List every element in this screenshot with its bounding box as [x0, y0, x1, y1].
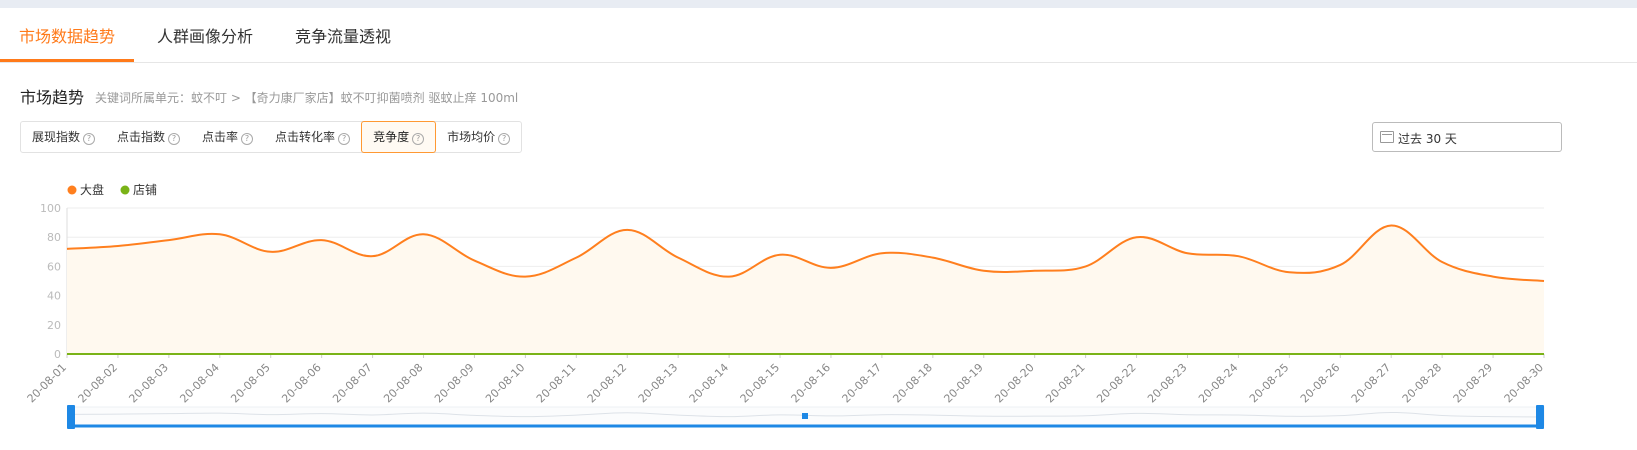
y-tick-label: 60	[47, 260, 61, 273]
legend-label-2: 店铺	[133, 183, 157, 197]
x-tick-label: 20-08-17	[840, 361, 885, 406]
x-tick-label: 20-08-13	[636, 361, 681, 406]
keyword-breadcrumb: 关键词所属单元：蚊不叮 > 【奇力康厂家店】蚊不叮抑菌喷剂 驱蚊止痒 100ml	[95, 91, 519, 105]
x-tick-label: 20-08-30	[1502, 361, 1547, 406]
x-tick-label: 20-08-06	[279, 361, 324, 406]
date-range-picker[interactable]: 过去 30 天	[1372, 122, 1562, 152]
active-tab-indicator	[0, 59, 134, 62]
metric-label: 点击转化率	[275, 130, 336, 144]
section-title: 市场趋势	[20, 88, 85, 107]
y-tick-label: 100	[40, 202, 61, 215]
metric-impression-index[interactable]: 展现指数?	[21, 122, 106, 152]
top-strip	[0, 0, 1637, 8]
tab-market-trend[interactable]: 市场数据趋势	[19, 27, 116, 46]
legend-marker-2	[120, 185, 130, 195]
metric-selector: 展现指数? 点击指数? 点击率? 点击转化率? 竞争度? 市场均价?	[20, 121, 523, 153]
x-tick-label: 20-08-23	[1145, 361, 1190, 406]
x-tick-label: 20-08-03	[126, 361, 171, 406]
tab-competition-traffic[interactable]: 竞争流量透视	[295, 27, 392, 46]
x-tick-label: 20-08-24	[1196, 361, 1241, 406]
range-slider-left-handle[interactable]	[67, 405, 75, 429]
help-icon[interactable]: ?	[241, 133, 254, 145]
x-tick-label: 20-08-18	[890, 361, 935, 406]
y-tick-label: 80	[47, 231, 61, 244]
metric-label: 点击指数	[117, 130, 166, 144]
x-tick-label: 20-08-15	[738, 361, 783, 406]
metric-avg-price[interactable]: 市场均价?	[436, 122, 521, 152]
x-tick-label: 20-08-11	[534, 361, 579, 406]
metric-label: 竞争度	[373, 130, 410, 144]
metric-conversion-rate[interactable]: 点击转化率?	[264, 122, 361, 152]
x-tick-label: 20-08-21	[1043, 361, 1088, 406]
y-tick-label: 20	[47, 319, 61, 332]
x-tick-label: 20-08-08	[381, 361, 426, 406]
x-tick-label: 20-08-04	[177, 361, 222, 406]
range-slider-right-handle[interactable]	[1536, 405, 1544, 429]
series-line-1	[66, 224, 1545, 282]
x-tick-label: 20-08-07	[330, 361, 375, 406]
help-icon[interactable]: ?	[83, 133, 96, 145]
x-tick-label: 20-08-26	[1298, 361, 1343, 406]
x-tick-label: 20-08-19	[941, 361, 986, 406]
x-tick-label: 20-08-01	[25, 361, 70, 406]
metric-click-index[interactable]: 点击指数?	[106, 122, 191, 152]
y-tick-label: 40	[47, 290, 61, 303]
calendar-icon	[1380, 131, 1394, 143]
help-icon[interactable]: ?	[168, 133, 181, 145]
metric-label: 市场均价	[447, 130, 496, 144]
x-tick-label: 20-08-27	[1349, 361, 1394, 406]
help-icon[interactable]: ?	[412, 133, 425, 145]
series-area-1	[67, 225, 1544, 354]
metric-label: 点击率	[202, 130, 239, 144]
x-tick-label: 20-08-22	[1094, 361, 1139, 406]
range-slider-center-grip[interactable]	[802, 413, 808, 419]
metric-label: 展现指数	[32, 130, 81, 144]
metric-competition[interactable]: 竞争度?	[361, 121, 437, 153]
help-icon[interactable]: ?	[498, 133, 511, 145]
x-tick-label: 20-08-02	[76, 361, 121, 406]
tab-bar: 市场数据趋势 人群画像分析 竞争流量透视	[0, 8, 1637, 63]
x-tick-label: 20-08-05	[228, 361, 273, 406]
x-tick-label: 20-08-16	[789, 361, 834, 406]
metric-ctr[interactable]: 点击率?	[191, 122, 264, 152]
x-tick-label: 20-08-20	[992, 361, 1037, 406]
x-tick-label: 20-08-25	[1247, 361, 1292, 406]
tab-audience-profile[interactable]: 人群画像分析	[157, 27, 254, 46]
x-tick-label: 20-08-14	[687, 361, 732, 406]
date-range-value: 过去 30 天	[1398, 132, 1457, 146]
help-icon[interactable]: ?	[338, 133, 351, 145]
legend-marker-1	[67, 185, 77, 195]
y-tick-label: 0	[54, 348, 61, 361]
legend-label-1: 大盘	[80, 182, 104, 197]
x-tick-label: 20-08-12	[585, 361, 630, 406]
x-tick-label: 20-08-28	[1400, 361, 1445, 406]
x-tick-label: 20-08-10	[483, 361, 528, 406]
x-tick-label: 20-08-09	[432, 361, 477, 406]
x-tick-label: 20-08-29	[1451, 361, 1496, 406]
